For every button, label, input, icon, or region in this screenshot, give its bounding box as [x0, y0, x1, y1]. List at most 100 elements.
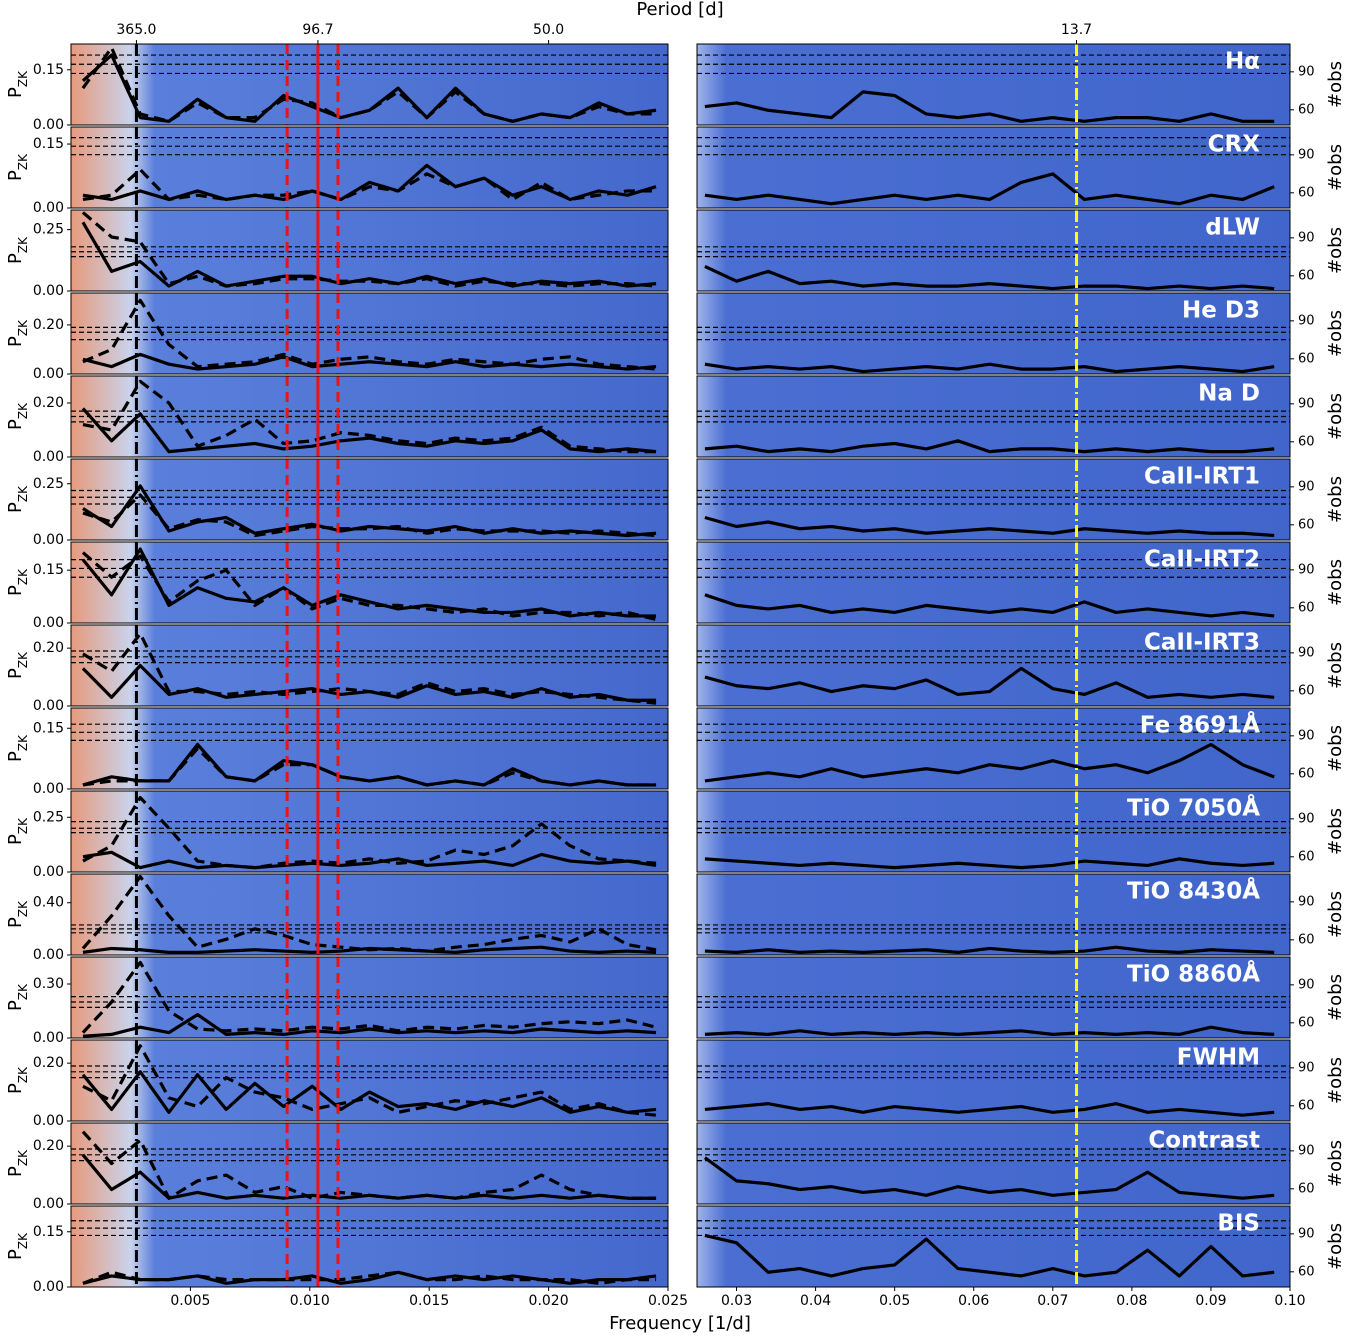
- y-tick-label: 0.20: [33, 1055, 64, 1071]
- y2-tick-label: 60: [1298, 268, 1315, 283]
- y-axis-label-sub: ZK: [16, 1149, 30, 1166]
- y2-axis-label: #obs: [1325, 808, 1346, 855]
- panel-background: [697, 44, 1290, 125]
- y-axis-label-main: P: [5, 253, 26, 264]
- x-tick-label: 0.03: [721, 1293, 752, 1309]
- periodogram: [81, 53, 657, 123]
- y-axis-label-sub: ZK: [16, 402, 30, 419]
- periodogram: [82, 1270, 657, 1285]
- y-axis-label-sub: ZK: [16, 568, 30, 585]
- y2-tick-label: 90: [1298, 811, 1315, 826]
- panel-background: [71, 708, 668, 789]
- row-name: FWHM: [1177, 1045, 1260, 1071]
- y2-tick-label: 60: [1298, 849, 1315, 864]
- period-tick-label: 13.7: [1061, 22, 1092, 38]
- y2-axis-label: #obs: [1325, 1140, 1346, 1187]
- panel-frame: [70, 956, 669, 1039]
- y2-axis-label: #obs: [1325, 61, 1346, 108]
- y-axis-label-main: P: [5, 585, 26, 596]
- panel-frame: [696, 707, 1291, 790]
- panel-frame: [70, 1122, 669, 1205]
- panel-frame: [696, 375, 1291, 458]
- row-name: Hα: [1225, 49, 1260, 75]
- y-axis-label-sub: ZK: [16, 817, 30, 834]
- panel-frame: [696, 1205, 1291, 1288]
- y-tick-label: 0.00: [33, 1030, 64, 1046]
- periodogram: [704, 1102, 1275, 1117]
- y-tick-label: 0.00: [33, 864, 64, 880]
- y-tick-label: 0.00: [33, 1279, 64, 1295]
- periodogram: [704, 1233, 1275, 1278]
- row-name: TiO 8860Å: [1127, 960, 1260, 988]
- period-tick-label: 365.0: [116, 22, 156, 38]
- panel-frame: [70, 43, 669, 126]
- panel-background: [697, 1206, 1290, 1287]
- panel-background: [697, 542, 1290, 623]
- y-tick-label: 0.25: [33, 809, 64, 825]
- y-axis-label: PZK: [5, 651, 30, 679]
- y2-tick-label: 60: [1298, 600, 1315, 615]
- y-axis-label: PZK: [5, 402, 30, 430]
- y-axis-label-main: P: [5, 1166, 26, 1177]
- panel-background: [697, 127, 1290, 208]
- y-axis-label-main: P: [5, 502, 26, 513]
- x-tick-label: 0.010: [290, 1293, 330, 1309]
- y2-tick-label: 60: [1298, 766, 1315, 781]
- x-tick-label: 0.005: [170, 1293, 210, 1309]
- y-axis-label: PZK: [5, 1066, 30, 1094]
- periodogram: [704, 172, 1275, 206]
- y-tick-label: 0.15: [33, 136, 64, 152]
- x-tick-label: 0.10: [1274, 1293, 1305, 1309]
- y2-tick-label: 60: [1298, 434, 1315, 449]
- panel-frame: [70, 790, 669, 873]
- panel-background: [71, 625, 668, 706]
- y2-tick-label: 90: [1298, 313, 1315, 328]
- row-name: CaII-IRT2: [1144, 547, 1260, 573]
- periodogram: [704, 265, 1275, 291]
- y2-axis-label: #obs: [1325, 476, 1346, 523]
- x-tick-label: 0.025: [648, 1293, 688, 1309]
- panel-background: [71, 1206, 668, 1287]
- y2-axis-label: #obs: [1325, 559, 1346, 606]
- y2-tick-label: 90: [1298, 977, 1315, 992]
- periodogram: [81, 221, 657, 288]
- periodogram: [704, 742, 1275, 783]
- periodogram-dashed: [82, 795, 657, 870]
- panel-background: [697, 957, 1290, 1038]
- panel-frame: [70, 126, 669, 209]
- row-name: He D3: [1182, 298, 1260, 324]
- panel-frame: [70, 707, 669, 790]
- panel-frame: [696, 458, 1291, 541]
- x-tick-label: 0.06: [958, 1293, 989, 1309]
- y-axis-label-sub: ZK: [16, 236, 30, 253]
- periodogram-dashed: [82, 298, 657, 371]
- y-axis-label: PZK: [5, 485, 30, 513]
- y2-axis-label: #obs: [1325, 310, 1346, 357]
- periodogram: [704, 362, 1275, 374]
- y-axis-label-main: P: [5, 419, 26, 430]
- y-axis-label-sub: ZK: [16, 651, 30, 668]
- x-tick-label: 0.04: [800, 1293, 831, 1309]
- y-tick-label: 0.20: [33, 317, 64, 333]
- panel-frame: [696, 790, 1291, 873]
- y-axis-label-main: P: [5, 917, 26, 928]
- panel-background: [71, 874, 668, 955]
- y-axis-label-main: P: [5, 1083, 26, 1094]
- y-tick-label: 0.00: [33, 947, 64, 963]
- y2-tick-label: 60: [1298, 932, 1315, 947]
- panel-frame: [70, 458, 669, 541]
- y-tick-label: 0.30: [33, 976, 64, 992]
- y2-axis-label: #obs: [1325, 227, 1346, 274]
- y-axis-label: PZK: [5, 1232, 30, 1260]
- y2-axis-label: #obs: [1325, 1057, 1346, 1104]
- y2-tick-label: 90: [1298, 396, 1315, 411]
- periodogram-dashed: [81, 960, 657, 1034]
- y2-tick-label: 90: [1298, 1143, 1315, 1158]
- y-axis-label-sub: ZK: [16, 900, 30, 917]
- y2-tick-label: 60: [1298, 1098, 1315, 1113]
- y2-tick-label: 90: [1298, 230, 1315, 245]
- y-axis-label: PZK: [5, 900, 30, 928]
- periodogram: [81, 547, 657, 618]
- row-name: CaII-IRT1: [1144, 464, 1260, 490]
